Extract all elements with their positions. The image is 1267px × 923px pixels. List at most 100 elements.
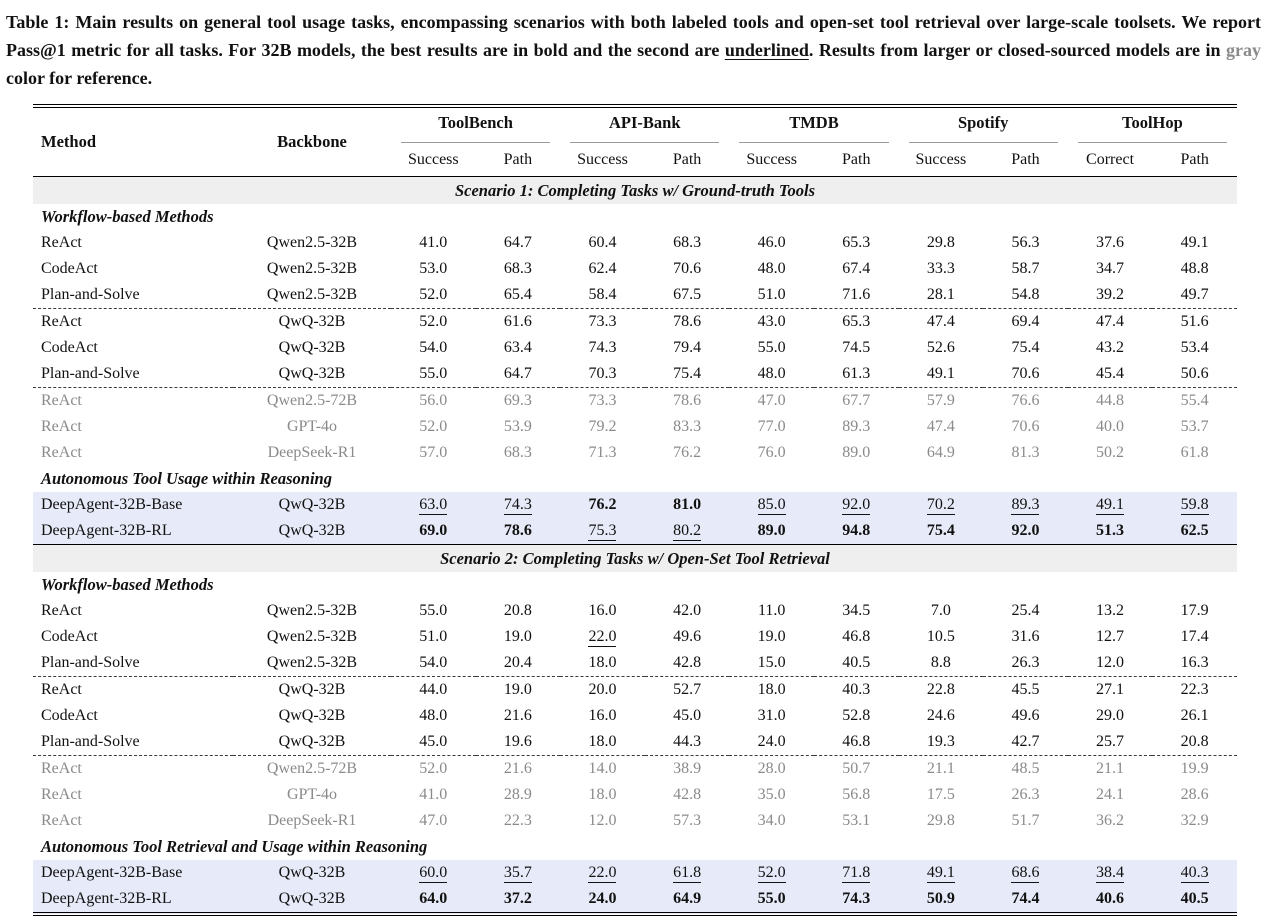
- method-cell: CodeAct: [41, 339, 98, 356]
- table-row: CodeAct QwQ-32B 54.0 63.4 74.3 79.4 55.0 74.5 52…: [33, 335, 1237, 361]
- value-cell: 15.0: [729, 650, 814, 677]
- value-cell: 53.7: [1152, 414, 1237, 440]
- value-text: 24.1: [1096, 786, 1125, 803]
- value-text: 18.0: [588, 733, 617, 750]
- value-cell: 62.5: [1152, 518, 1237, 545]
- value-cell: 29.0: [1068, 703, 1153, 729]
- value-cell: 46.0: [729, 230, 814, 256]
- value-cell: 24.6: [899, 703, 984, 729]
- value-text: 47.4: [926, 418, 955, 435]
- value-text: 71.6: [842, 286, 871, 303]
- value-cell: 51.0: [391, 624, 476, 650]
- table-row: ReAct Qwen2.5-72B 52.0 21.6 14.0 38.9 28.0 50.7…: [33, 755, 1237, 782]
- value-cell: 76.2: [645, 440, 730, 466]
- value-text: 61.8: [673, 864, 702, 883]
- value-cell: 20.8: [476, 598, 561, 624]
- value-cell: 28.0: [729, 755, 814, 782]
- method-cell: ReAct: [41, 602, 82, 619]
- value-cell: 73.3: [560, 387, 645, 414]
- table-row: Plan-and-Solve QwQ-32B 45.0 19.6 18.0 44.3 24.…: [33, 729, 1237, 756]
- value-text: 18.0: [757, 681, 786, 698]
- value-text: 48.5: [1011, 760, 1040, 777]
- method-cell: ReAct: [41, 444, 82, 461]
- value-cell: 71.6: [814, 282, 899, 309]
- benchmark-group-header: ToolHop: [1068, 106, 1237, 144]
- value-text: 28.6: [1180, 786, 1209, 803]
- backbone-cell: QwQ-32B: [278, 496, 346, 513]
- value-cell: 27.1: [1067, 676, 1153, 703]
- value-text: 26.3: [1011, 786, 1040, 803]
- value-cell: 69.0: [391, 518, 476, 545]
- value-text: 55.4: [1180, 392, 1209, 409]
- value-cell: 50.9: [899, 886, 984, 914]
- backbone-cell: Qwen2.5-72B: [233, 755, 391, 782]
- method-cell: CodeAct: [41, 707, 98, 724]
- table-row: CodeAct Qwen2.5-32B 51.0 19.0 22.0 49.6 19.0 46…: [33, 624, 1237, 650]
- value-cell: 89.3: [983, 492, 1068, 518]
- value-text: 29.0: [1096, 707, 1125, 724]
- value-text: 70.3: [588, 365, 617, 382]
- value-text: 24.0: [588, 890, 617, 907]
- table-row: ReAct GPT-4o 41.0 28.9 18.0 42.8 35.0 56.8 17.5 2…: [33, 782, 1237, 808]
- value-text: 17.9: [1180, 602, 1209, 619]
- table-row: ReAct Qwen2.5-32B 55.0 20.8 16.0 42.0 11.0 34.5…: [33, 598, 1237, 624]
- value-text: 89.3: [842, 418, 871, 435]
- value-cell: 79.2: [560, 414, 645, 440]
- metric-header: Success: [407, 151, 459, 168]
- value-text: 34.5: [842, 602, 871, 619]
- value-cell: 48.0: [729, 256, 814, 282]
- method-cell: ReAct: [41, 786, 82, 803]
- table-row: ReAct QwQ-32B 44.0 19.0 20.0 52.7 18.0 40.3 22.8…: [33, 676, 1237, 703]
- method-cell: CodeAct: [41, 628, 98, 645]
- value-cell: 39.2: [1068, 282, 1153, 309]
- value-text: 19.0: [503, 681, 532, 698]
- metric-header: Path: [1011, 151, 1040, 168]
- value-cell: 55.0: [391, 361, 476, 388]
- value-text: 65.3: [842, 234, 871, 251]
- value-text: 79.2: [588, 418, 617, 435]
- value-cell: 20.8: [1152, 729, 1237, 756]
- value-cell: 54.0: [391, 650, 476, 677]
- value-cell: 49.1: [899, 361, 984, 388]
- value-cell: 64.9: [899, 440, 984, 466]
- value-text: 52.0: [757, 864, 786, 883]
- value-text: 65.4: [503, 286, 532, 303]
- value-cell: 58.4: [560, 282, 645, 309]
- value-text: 14.0: [588, 760, 617, 777]
- value-cell: 60.0: [391, 860, 476, 886]
- value-text: 43.2: [1096, 339, 1125, 356]
- value-cell: 55.0: [729, 886, 814, 914]
- value-text: 53.9: [503, 418, 532, 435]
- value-cell: 40.3: [813, 676, 899, 703]
- benchmark-group-name: Spotify: [957, 113, 1009, 132]
- value-cell: 64.7: [476, 361, 561, 388]
- value-cell: 65.3: [814, 230, 899, 256]
- value-cell: 74.3: [560, 335, 645, 361]
- benchmark-group-name: TMDB: [789, 113, 839, 132]
- table-row: ReAct DeepSeek-R1 47.0 22.3 12.0 57.3 34.0 53.1…: [33, 808, 1237, 834]
- value-text: 74.3: [503, 496, 532, 515]
- value-text: 62.5: [1180, 522, 1209, 539]
- value-cell: 42.0: [645, 598, 730, 624]
- value-text: 49.7: [1180, 286, 1209, 303]
- value-cell: 63.0: [391, 492, 476, 518]
- table-row: CodeAct QwQ-32B 48.0 21.6 16.0 45.0 31.0 52.8 24…: [33, 703, 1237, 729]
- value-text: 59.8: [1180, 496, 1209, 515]
- value-text: 22.0: [588, 628, 617, 647]
- value-text: 52.0: [419, 286, 448, 303]
- value-text: 45.0: [673, 707, 702, 724]
- value-cell: 54.0: [391, 335, 476, 361]
- value-cell: 70.3: [560, 361, 645, 388]
- value-text: 52.7: [673, 681, 702, 698]
- value-text: 50.2: [1096, 444, 1125, 461]
- value-text: 44.8: [1096, 392, 1125, 409]
- value-cell: 52.0: [729, 860, 814, 886]
- value-cell: 62.4: [560, 256, 645, 282]
- value-text: 67.4: [842, 260, 871, 277]
- backbone-cell: DeepSeek-R1: [267, 812, 357, 829]
- value-text: 48.0: [757, 365, 786, 382]
- value-cell: 20.4: [476, 650, 561, 677]
- value-text: 53.4: [1180, 339, 1209, 356]
- value-text: 7.0: [930, 602, 951, 619]
- value-cell: 22.0: [560, 624, 645, 650]
